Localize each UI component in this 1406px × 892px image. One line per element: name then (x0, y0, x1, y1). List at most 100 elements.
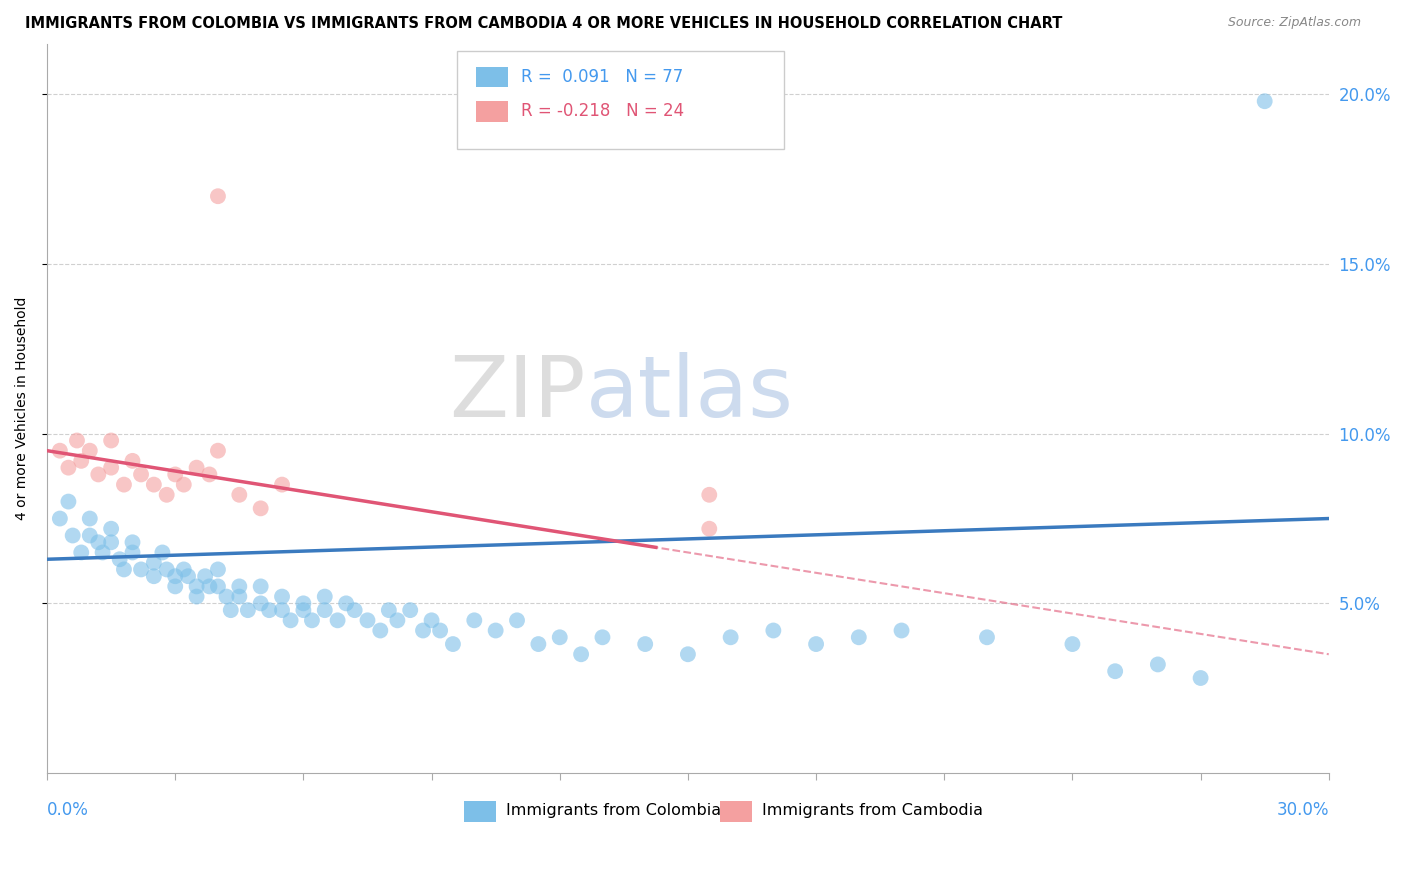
Point (173, 562, 195, 576)
Point (676, 647, 699, 661)
Point (152, 545, 174, 559)
Point (976, 630, 998, 644)
Point (420, 613, 443, 627)
Point (378, 603, 401, 617)
Text: IMMIGRANTS FROM COLOMBIA VS IMMIGRANTS FROM CAMBODIA 4 OR MORE VEHICLES IN HOUSE: IMMIGRANTS FROM COLOMBIA VS IMMIGRANTS F… (25, 16, 1063, 31)
Point (228, 488, 250, 502)
Point (121, 545, 143, 559)
Point (173, 477, 195, 491)
Point (301, 613, 323, 627)
Point (848, 630, 870, 644)
Point (49, 443, 72, 458)
Point (335, 596, 357, 610)
Point (314, 603, 336, 617)
Point (79, 511, 101, 525)
Bar (720, 801, 752, 822)
Point (249, 579, 271, 593)
Point (70, 454, 93, 468)
Point (697, 488, 720, 502)
Point (100, 522, 122, 536)
Point (697, 522, 720, 536)
Point (485, 624, 508, 638)
Point (271, 477, 294, 491)
Point (121, 535, 143, 549)
Bar (477, 67, 509, 87)
Point (165, 579, 187, 593)
Point (165, 467, 187, 482)
Point (343, 603, 366, 617)
Point (79, 528, 101, 542)
Point (62, 528, 84, 542)
Point (142, 477, 165, 491)
Point (257, 603, 280, 617)
Point (1062, 637, 1084, 651)
Point (292, 596, 315, 610)
Text: 0.0%: 0.0% (46, 801, 89, 819)
Bar (477, 101, 509, 121)
Point (368, 624, 391, 638)
Point (249, 596, 271, 610)
Point (91, 545, 114, 559)
Point (194, 569, 217, 583)
Point (548, 630, 571, 644)
Point (399, 603, 422, 617)
Point (58, 494, 80, 508)
Point (79, 443, 101, 458)
FancyBboxPatch shape (457, 51, 785, 149)
Point (177, 569, 200, 583)
Point (70, 545, 93, 559)
Point (207, 579, 229, 593)
Text: ZIP: ZIP (449, 352, 585, 435)
Point (49, 511, 72, 525)
Point (207, 189, 229, 203)
Point (429, 624, 451, 638)
Point (156, 488, 179, 502)
Point (569, 647, 592, 661)
Text: Source: ZipAtlas.com: Source: ZipAtlas.com (1227, 16, 1361, 29)
Point (112, 562, 135, 576)
Point (720, 630, 742, 644)
Point (591, 630, 613, 644)
Point (215, 590, 238, 604)
Point (634, 637, 657, 651)
Point (249, 501, 271, 516)
Point (356, 613, 378, 627)
Point (271, 603, 294, 617)
Point (890, 624, 912, 638)
Point (804, 637, 827, 651)
Point (236, 603, 259, 617)
Point (198, 467, 221, 482)
Point (121, 454, 143, 468)
Point (1104, 664, 1126, 678)
Point (156, 562, 179, 576)
Point (228, 579, 250, 593)
Point (506, 613, 529, 627)
Point (228, 590, 250, 604)
Point (387, 613, 409, 627)
Point (165, 569, 187, 583)
Point (219, 603, 242, 617)
Point (142, 569, 165, 583)
Point (100, 434, 122, 448)
Point (142, 556, 165, 570)
Text: atlas: atlas (585, 352, 793, 435)
Y-axis label: 4 or more Vehicles in Household: 4 or more Vehicles in Household (15, 296, 30, 520)
Point (129, 467, 152, 482)
Point (1147, 657, 1170, 672)
Point (762, 624, 785, 638)
Point (186, 590, 208, 604)
Text: R = -0.218   N = 24: R = -0.218 N = 24 (522, 103, 685, 120)
Point (198, 579, 221, 593)
Point (186, 579, 208, 593)
Text: 30.0%: 30.0% (1277, 801, 1329, 819)
Point (1189, 671, 1212, 685)
Point (108, 552, 131, 566)
Point (280, 613, 302, 627)
Point (207, 562, 229, 576)
Point (326, 613, 349, 627)
Point (271, 590, 294, 604)
Point (129, 562, 152, 576)
Point (292, 603, 315, 617)
Point (412, 624, 434, 638)
Point (100, 535, 122, 549)
